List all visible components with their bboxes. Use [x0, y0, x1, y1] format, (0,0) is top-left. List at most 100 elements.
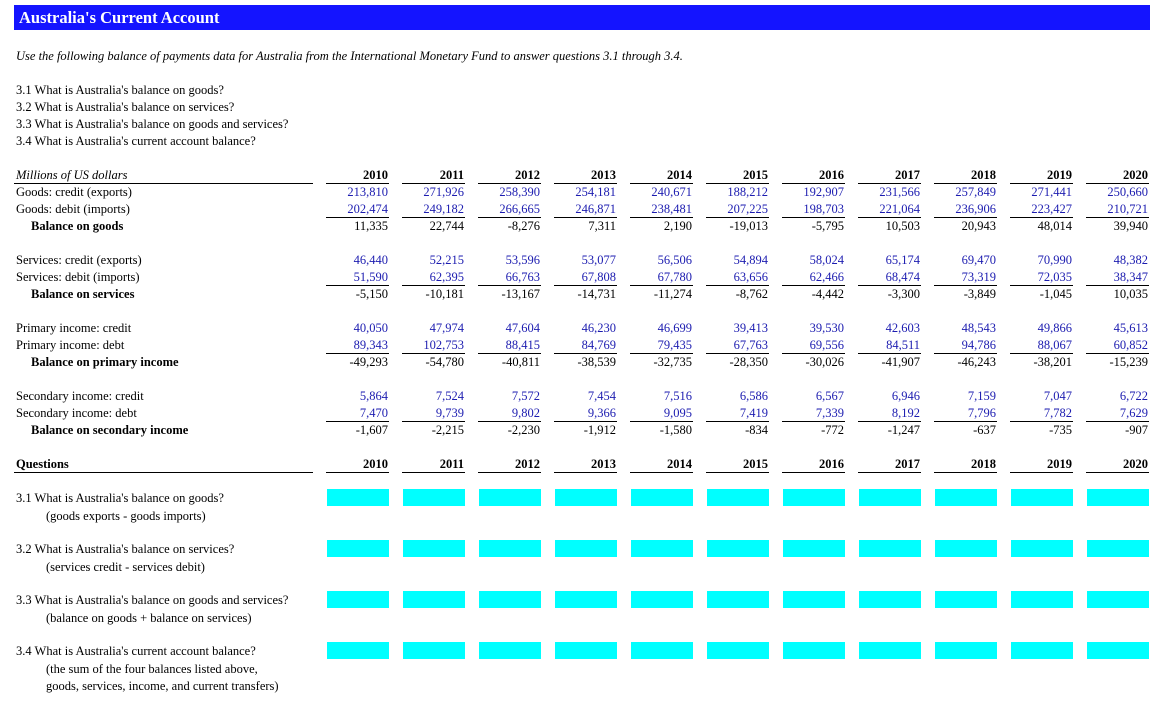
cell-value: 88,067: [1037, 338, 1072, 352]
title-bar: Australia's Current Account: [14, 5, 1150, 30]
cell-value: 7,572: [511, 389, 540, 403]
cell-value: 56,506: [657, 253, 692, 267]
answer-box[interactable]: [631, 540, 693, 557]
cell-value: -1,045: [1039, 287, 1072, 301]
answer-box[interactable]: [479, 489, 541, 506]
rule: [1086, 217, 1149, 218]
answer-box[interactable]: [1011, 591, 1073, 608]
cell-value: -11,274: [653, 287, 692, 301]
cell-value: -637: [973, 423, 996, 437]
cell-value: 69,556: [809, 338, 844, 352]
answer-box[interactable]: [555, 489, 617, 506]
answer-box[interactable]: [403, 642, 465, 659]
cell-value: 192,907: [803, 185, 844, 199]
row-label: Services: debit (imports): [16, 270, 140, 284]
answer-box[interactable]: [707, 489, 769, 506]
answer-box[interactable]: [403, 591, 465, 608]
rule: [402, 421, 465, 422]
answer-box[interactable]: [935, 489, 997, 506]
year-header: 2020: [1123, 168, 1148, 182]
balance-label: Balance on services: [31, 287, 135, 301]
question: 3.4 What is Australia's current account …: [16, 644, 256, 658]
year-header: 2011: [439, 168, 464, 182]
cell-value: 10,035: [1113, 287, 1148, 301]
cell-value: 246,871: [575, 202, 616, 216]
cell-value: 9,095: [663, 406, 692, 420]
answer-box[interactable]: [859, 591, 921, 608]
answer-box[interactable]: [935, 540, 997, 557]
year-header: 2015: [743, 168, 768, 182]
rule: [858, 217, 921, 218]
cell-value: 46,440: [353, 253, 388, 267]
answer-box[interactable]: [555, 591, 617, 608]
cell-value: 60,852: [1113, 338, 1148, 352]
cell-value: 271,926: [423, 185, 464, 199]
answer-box[interactable]: [783, 540, 845, 557]
cell-value: 58,024: [809, 253, 844, 267]
answer-box[interactable]: [555, 642, 617, 659]
rule: [706, 421, 769, 422]
cell-value: 202,474: [347, 202, 388, 216]
answer-box[interactable]: [783, 642, 845, 659]
rule: [706, 183, 769, 184]
answer-box[interactable]: [1011, 540, 1073, 557]
cell-value: 89,343: [353, 338, 388, 352]
row-label: Services: credit (exports): [16, 253, 142, 267]
answer-box[interactable]: [935, 591, 997, 608]
answer-box[interactable]: [859, 540, 921, 557]
answer-box[interactable]: [403, 489, 465, 506]
answer-box[interactable]: [479, 540, 541, 557]
answer-box[interactable]: [707, 591, 769, 608]
cell-value: -30,026: [805, 355, 844, 369]
rule: [554, 285, 617, 286]
hint: (goods exports - goods imports): [46, 509, 206, 523]
answer-box[interactable]: [327, 540, 389, 557]
answer-box[interactable]: [479, 642, 541, 659]
answer-box[interactable]: [327, 489, 389, 506]
answer-box[interactable]: [783, 591, 845, 608]
cell-value: 67,808: [581, 270, 616, 284]
rule: [554, 421, 617, 422]
cell-value: 39,530: [809, 321, 844, 335]
answer-box[interactable]: [707, 642, 769, 659]
answer-box[interactable]: [1087, 540, 1149, 557]
cell-value: 238,481: [651, 202, 692, 216]
answer-box[interactable]: [1087, 489, 1149, 506]
answer-box[interactable]: [631, 642, 693, 659]
answer-box[interactable]: [479, 591, 541, 608]
answer-box[interactable]: [859, 642, 921, 659]
cell-value: 69,470: [961, 253, 996, 267]
unit-label: Millions of US dollars: [16, 168, 128, 182]
answer-box[interactable]: [403, 540, 465, 557]
rule: [630, 353, 693, 354]
cell-value: 7,782: [1043, 406, 1072, 420]
cell-value: 45,613: [1113, 321, 1148, 335]
answer-box[interactable]: [1087, 642, 1149, 659]
answer-box[interactable]: [935, 642, 997, 659]
cell-value: 223,427: [1031, 202, 1072, 216]
answer-box[interactable]: [1011, 489, 1073, 506]
answer-box[interactable]: [707, 540, 769, 557]
cell-value: -5,795: [811, 219, 844, 233]
answer-box[interactable]: [1011, 642, 1073, 659]
cell-value: 88,415: [505, 338, 540, 352]
balance-label: Balance on goods: [31, 219, 124, 233]
answer-box[interactable]: [327, 642, 389, 659]
answer-box[interactable]: [783, 489, 845, 506]
rule: [554, 183, 617, 184]
rule: [326, 183, 389, 184]
cell-value: 240,671: [651, 185, 692, 199]
answer-box[interactable]: [1087, 591, 1149, 608]
answer-box[interactable]: [631, 489, 693, 506]
answer-box[interactable]: [327, 591, 389, 608]
year-header: 2014: [667, 457, 692, 471]
rule: [478, 353, 541, 354]
row-label: Primary income: debt: [16, 338, 125, 352]
answer-box[interactable]: [859, 489, 921, 506]
rule: [326, 285, 389, 286]
question: 3.2 What is Australia's balance on servi…: [16, 542, 235, 556]
answer-box[interactable]: [631, 591, 693, 608]
question: 3.3 What is Australia's balance on goods…: [16, 117, 289, 131]
answer-box[interactable]: [555, 540, 617, 557]
cell-value: -2,215: [431, 423, 464, 437]
